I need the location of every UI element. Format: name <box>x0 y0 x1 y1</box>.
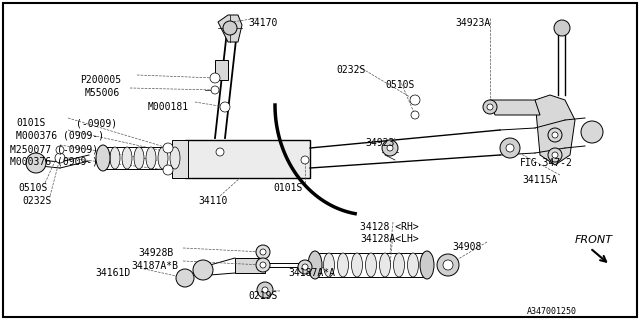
Circle shape <box>55 153 65 163</box>
Ellipse shape <box>351 253 362 277</box>
Polygon shape <box>235 258 265 273</box>
Text: 34170: 34170 <box>248 18 277 28</box>
Circle shape <box>163 143 173 153</box>
Circle shape <box>163 165 173 175</box>
Circle shape <box>56 146 64 154</box>
Circle shape <box>257 282 273 298</box>
Text: 0219S: 0219S <box>248 291 277 301</box>
Text: 34110: 34110 <box>198 196 227 206</box>
Circle shape <box>500 138 520 158</box>
Polygon shape <box>215 60 228 80</box>
Circle shape <box>260 262 266 268</box>
Circle shape <box>581 121 603 143</box>
Circle shape <box>554 20 570 36</box>
Text: M000376 (0909-): M000376 (0909-) <box>10 157 98 167</box>
Circle shape <box>483 100 497 114</box>
Circle shape <box>260 249 266 255</box>
Circle shape <box>548 128 562 142</box>
Polygon shape <box>185 140 310 178</box>
Ellipse shape <box>408 253 419 277</box>
Text: (-0909): (-0909) <box>76 118 117 128</box>
Ellipse shape <box>122 147 132 169</box>
Ellipse shape <box>134 147 144 169</box>
Circle shape <box>176 269 194 287</box>
Text: FIG.347-2: FIG.347-2 <box>520 158 573 168</box>
Text: 34115A: 34115A <box>522 175 557 185</box>
Ellipse shape <box>98 147 108 169</box>
Ellipse shape <box>170 147 180 169</box>
Text: 34923: 34923 <box>365 138 394 148</box>
Text: 34128 <RH>: 34128 <RH> <box>360 222 419 232</box>
Text: P200005: P200005 <box>80 75 121 85</box>
Text: FRONT: FRONT <box>575 235 613 245</box>
Circle shape <box>552 152 558 158</box>
Text: 0510S: 0510S <box>18 183 47 193</box>
Text: 0510S: 0510S <box>385 80 414 90</box>
Ellipse shape <box>337 253 349 277</box>
Text: 34187A*A: 34187A*A <box>288 268 335 278</box>
Text: 34923A: 34923A <box>455 18 490 28</box>
Circle shape <box>302 264 308 270</box>
Circle shape <box>410 95 420 105</box>
Ellipse shape <box>308 251 322 279</box>
Ellipse shape <box>394 253 404 277</box>
Circle shape <box>26 153 46 173</box>
Ellipse shape <box>146 147 156 169</box>
Polygon shape <box>218 15 242 42</box>
Circle shape <box>211 86 219 94</box>
Text: 34187A*B: 34187A*B <box>131 261 178 271</box>
Circle shape <box>552 132 558 138</box>
Text: 0232S: 0232S <box>22 196 51 206</box>
Text: M000181: M000181 <box>148 102 189 112</box>
Ellipse shape <box>110 147 120 169</box>
Circle shape <box>443 260 453 270</box>
Text: M000376 (0909-): M000376 (0909-) <box>16 130 104 140</box>
Circle shape <box>298 260 312 274</box>
Circle shape <box>301 156 309 164</box>
Ellipse shape <box>323 253 335 277</box>
Circle shape <box>487 104 493 110</box>
Ellipse shape <box>380 253 390 277</box>
Ellipse shape <box>158 147 168 169</box>
Circle shape <box>216 148 224 156</box>
Text: M250077 (-0909): M250077 (-0909) <box>10 145 98 155</box>
Ellipse shape <box>365 253 376 277</box>
Circle shape <box>256 258 270 272</box>
Polygon shape <box>490 100 540 115</box>
Polygon shape <box>535 95 575 165</box>
Text: A347001250: A347001250 <box>527 307 577 316</box>
Ellipse shape <box>96 145 110 171</box>
Text: 34908: 34908 <box>452 242 481 252</box>
Circle shape <box>223 21 237 35</box>
Circle shape <box>262 287 268 293</box>
Text: 34128A<LH>: 34128A<LH> <box>360 234 419 244</box>
Circle shape <box>382 140 398 156</box>
Text: 0101S: 0101S <box>273 183 302 193</box>
Text: M55006: M55006 <box>85 88 120 98</box>
Circle shape <box>210 73 220 83</box>
Ellipse shape <box>420 251 434 279</box>
Text: 34928B: 34928B <box>138 248 173 258</box>
Circle shape <box>256 245 270 259</box>
Circle shape <box>220 102 230 112</box>
Polygon shape <box>172 140 188 178</box>
Circle shape <box>437 254 459 276</box>
Text: 34161D: 34161D <box>95 268 131 278</box>
Circle shape <box>411 111 419 119</box>
Circle shape <box>387 145 393 151</box>
Circle shape <box>193 260 213 280</box>
Circle shape <box>548 148 562 162</box>
Ellipse shape <box>310 253 321 277</box>
Circle shape <box>506 144 514 152</box>
Text: 0101S: 0101S <box>16 118 45 128</box>
Text: 0232S: 0232S <box>336 65 365 75</box>
